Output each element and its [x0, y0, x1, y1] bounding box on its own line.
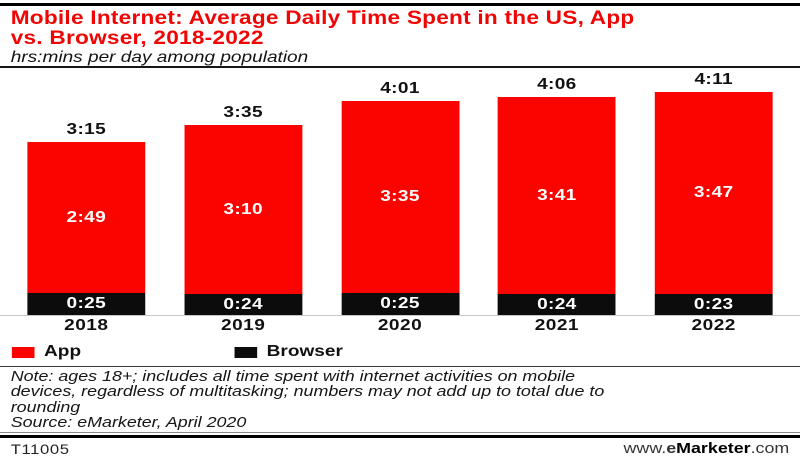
footer-divider	[0, 432, 800, 439]
header-divider	[0, 66, 800, 68]
total-label-2019: 3:35	[223, 104, 263, 121]
x-axis-line	[0, 315, 800, 316]
url-www: www.	[623, 440, 667, 457]
bar-segment-browser-2019: 0:24	[184, 294, 303, 315]
bar-segment-browser-2021: 0:24	[497, 294, 616, 315]
x-axis-label-2022: 2022	[691, 317, 736, 334]
x-axis-label-2021: 2021	[534, 317, 579, 334]
bar-group-2020: 4:01 3:35 0:25	[341, 80, 459, 315]
legend: App Browser	[0, 343, 800, 361]
bar-segment-browser-2018: 0:25	[27, 293, 146, 315]
legend-item-browser: Browser	[234, 343, 343, 361]
chart-header: Mobile Internet: Average Daily Time Spen…	[0, 6, 800, 66]
bar-segment-app-2021: 3:41	[497, 97, 616, 294]
url-com: .com	[750, 440, 790, 457]
source-text: Source: eMarketer, April 2020	[10, 413, 247, 431]
stacked-bar-chart: 3:15 2:49 0:25 3:35 3:10 0:24 4:01 3:35 0:25 4:06…	[0, 68, 800, 335]
note-block: Note: ages 18+; includes all time spent …	[0, 367, 800, 430]
bar-group-2018: 3:15 2:49 0:25	[27, 121, 146, 315]
x-axis-label-2018: 2018	[64, 317, 109, 334]
bar-group-2021: 4:06 3:41 0:24	[497, 76, 616, 315]
bar-group-2022: 4:11 3:47 0:23	[654, 71, 773, 315]
app-swatch-icon	[11, 346, 35, 358]
x-axis-labels: 2018 2019 2020 2021 2022	[27, 317, 772, 335]
total-label-2021: 4:06	[537, 76, 577, 93]
browser-swatch-icon	[234, 346, 258, 358]
chart-canvas: Mobile Internet: Average Daily Time Spen…	[0, 3, 800, 457]
total-label-2020: 4:01	[380, 80, 420, 97]
footer: T11005 www.eMarketer.com	[0, 438, 800, 457]
plot-area: 3:15 2:49 0:25 3:35 3:10 0:24 4:01 3:35 0:25 4:06…	[27, 68, 773, 315]
x-axis-label-2019: 2019	[221, 317, 266, 334]
note-divider	[0, 366, 800, 367]
top-divider	[0, 3, 800, 6]
chart-subtitle: hrs:mins per day among population	[10, 49, 309, 66]
chart-title: Mobile Internet: Average Daily Time Spen…	[10, 8, 635, 49]
chart-id: T11005	[10, 440, 70, 457]
url-marketer: Marketer	[676, 440, 751, 457]
note-text: Note: ages 18+; includes all time spent …	[10, 368, 605, 416]
bar-segment-app-2019: 3:10	[184, 125, 303, 294]
total-label-2018: 3:15	[66, 121, 107, 138]
legend-item-app: App	[11, 343, 82, 361]
emarketer-url: www.eMarketer.com	[624, 440, 790, 457]
bar-segment-app-2020: 3:35	[341, 101, 459, 293]
bar-segment-browser-2020: 0:25	[341, 293, 459, 315]
legend-label-browser: Browser	[266, 343, 343, 360]
bar-group-2019: 3:35 3:10 0:24	[184, 104, 303, 315]
legend-label-app: App	[44, 343, 82, 360]
bar-segment-browser-2022: 0:23	[654, 294, 773, 315]
url-e: e	[666, 440, 677, 457]
total-label-2022: 4:11	[694, 71, 733, 88]
x-axis-label-2020: 2020	[377, 317, 423, 334]
bar-segment-app-2022: 3:47	[654, 92, 773, 294]
bar-segment-app-2018: 2:49	[27, 142, 146, 293]
